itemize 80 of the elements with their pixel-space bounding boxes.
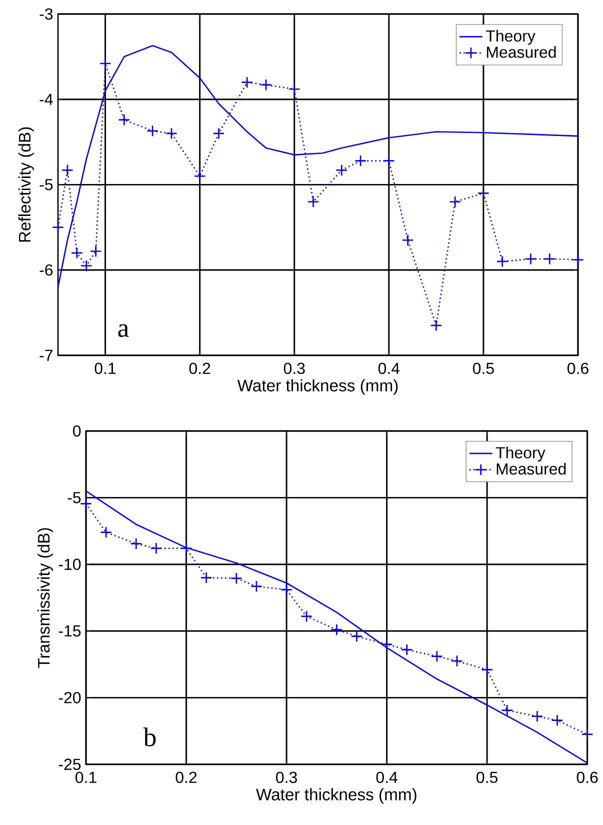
point	[150, 542, 162, 554]
legend-label: Measured	[486, 46, 556, 58]
y-tick-label: -20	[58, 692, 81, 704]
point	[330, 624, 343, 636]
point	[165, 127, 178, 140]
point	[300, 610, 313, 622]
point	[194, 170, 206, 182]
x-axis-title: Water thickness (mm)	[256, 788, 416, 804]
point	[350, 630, 363, 642]
y-tick-label: -25	[58, 758, 81, 770]
x-tick-label: 0.5	[472, 362, 494, 374]
y-tick-label: -5	[68, 492, 81, 504]
point	[496, 255, 508, 268]
point	[61, 164, 74, 176]
point	[531, 710, 544, 722]
point	[449, 196, 462, 208]
y-tick-label: -5	[40, 179, 53, 190]
point	[130, 538, 142, 550]
x-tick-label: 0.1	[76, 772, 96, 784]
x-tick-label: 0.1	[94, 362, 116, 374]
legend-label: Theory	[486, 30, 536, 45]
x-tick-label: 0.6	[576, 772, 598, 784]
point	[260, 78, 272, 91]
point	[70, 246, 83, 259]
point	[100, 526, 112, 538]
point	[336, 164, 348, 176]
legend-label: Measured	[496, 462, 566, 475]
x-tick-label: 0.4	[376, 772, 398, 784]
point	[241, 76, 254, 88]
point	[402, 234, 414, 246]
x-tick-label: 0.3	[284, 362, 305, 374]
point	[354, 154, 367, 167]
x-tick-label: 0.2	[189, 362, 210, 374]
y-axis-title: Transmissivity (dB)	[37, 528, 53, 668]
point	[551, 714, 564, 726]
point	[250, 580, 262, 592]
x-tick-label: 0.3	[276, 772, 297, 784]
point	[99, 58, 112, 70]
point	[200, 572, 212, 584]
point	[524, 252, 537, 265]
point	[400, 644, 413, 656]
y-tick-label: -15	[58, 625, 81, 637]
point	[180, 542, 192, 554]
annotation: b	[143, 728, 156, 746]
point	[90, 245, 102, 258]
point	[52, 221, 64, 234]
y-tick-label: -10	[58, 558, 81, 570]
point	[212, 127, 225, 140]
point	[80, 260, 92, 272]
y-tick-label: -7	[40, 350, 52, 361]
point	[430, 319, 442, 332]
x-tick-label: 0.6	[567, 362, 588, 374]
y-tick-label: 0	[73, 425, 81, 437]
point	[572, 254, 584, 266]
point	[382, 154, 395, 167]
point	[280, 584, 293, 596]
point	[481, 664, 494, 676]
y-tick-label: -4	[40, 94, 53, 105]
point	[380, 638, 393, 650]
point	[477, 187, 490, 200]
x-tick-label: 0.4	[378, 362, 400, 374]
point	[450, 655, 463, 668]
x-axis-title: Water thickness (mm)	[237, 379, 398, 395]
y-axis-title: Reflectivity (dB)	[18, 127, 34, 242]
x-tick-label: 0.2	[176, 772, 197, 784]
annotation: a	[118, 324, 129, 337]
point	[501, 704, 514, 716]
point	[80, 498, 92, 510]
point	[581, 728, 594, 740]
legend-label: Theory	[496, 446, 546, 462]
point	[118, 114, 130, 126]
point	[146, 124, 159, 137]
x-tick-label: 0.5	[476, 772, 498, 784]
y-tick-label: -6	[40, 264, 53, 276]
point	[307, 196, 320, 208]
point	[230, 572, 242, 584]
point	[544, 252, 556, 265]
point	[430, 650, 443, 662]
point	[288, 83, 300, 96]
y-tick-label: -3	[40, 8, 53, 20]
